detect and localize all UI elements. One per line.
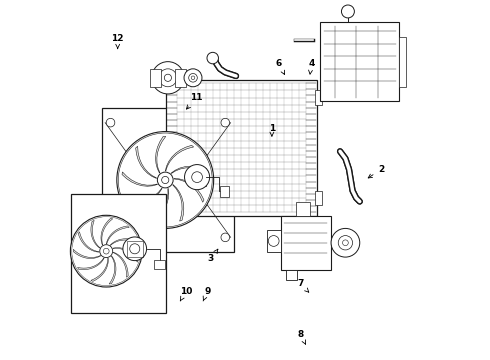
- Bar: [286, 270, 297, 280]
- Circle shape: [342, 5, 354, 18]
- Circle shape: [106, 118, 115, 127]
- Bar: [154, 260, 165, 269]
- Text: 12: 12: [111, 34, 124, 49]
- Polygon shape: [136, 146, 156, 179]
- Circle shape: [164, 74, 171, 81]
- Circle shape: [207, 52, 219, 64]
- Circle shape: [100, 245, 113, 258]
- Text: 3: 3: [208, 249, 218, 264]
- Circle shape: [159, 69, 177, 87]
- Circle shape: [184, 69, 202, 87]
- Polygon shape: [155, 136, 166, 173]
- Circle shape: [185, 165, 210, 190]
- Text: 8: 8: [297, 330, 306, 344]
- Polygon shape: [78, 232, 99, 252]
- Polygon shape: [101, 219, 113, 245]
- Polygon shape: [173, 184, 184, 221]
- Bar: [267, 230, 281, 252]
- Polygon shape: [122, 172, 157, 186]
- Circle shape: [71, 215, 142, 287]
- Bar: [315, 191, 322, 205]
- Polygon shape: [73, 249, 101, 258]
- Polygon shape: [174, 179, 204, 202]
- Polygon shape: [77, 258, 104, 270]
- Bar: [150, 69, 161, 87]
- Text: 9: 9: [203, 287, 211, 301]
- Text: 1: 1: [269, 123, 275, 136]
- Text: 5: 5: [354, 59, 363, 75]
- Circle shape: [189, 73, 197, 82]
- Circle shape: [162, 176, 169, 184]
- Bar: [296, 202, 310, 216]
- Bar: [281, 216, 331, 270]
- Text: 7: 7: [297, 279, 309, 292]
- Bar: [315, 90, 322, 105]
- Text: 11: 11: [187, 93, 203, 109]
- Circle shape: [269, 235, 279, 246]
- Text: 4: 4: [308, 59, 315, 74]
- Polygon shape: [171, 166, 208, 174]
- Polygon shape: [150, 188, 169, 222]
- Polygon shape: [109, 256, 116, 284]
- Circle shape: [130, 244, 140, 254]
- Circle shape: [221, 233, 230, 242]
- Text: 6: 6: [276, 59, 285, 75]
- Circle shape: [343, 240, 348, 246]
- Polygon shape: [165, 145, 194, 171]
- Circle shape: [103, 248, 109, 254]
- Bar: [175, 69, 186, 87]
- Circle shape: [152, 62, 184, 94]
- Circle shape: [157, 172, 173, 188]
- Polygon shape: [113, 248, 138, 262]
- Polygon shape: [110, 239, 138, 246]
- Bar: [166, 80, 317, 216]
- Bar: [127, 241, 143, 257]
- Circle shape: [331, 228, 360, 257]
- Circle shape: [106, 233, 115, 242]
- Text: 10: 10: [180, 287, 192, 301]
- Text: 2: 2: [368, 165, 384, 178]
- Bar: [71, 194, 166, 313]
- Bar: [188, 168, 206, 186]
- Bar: [101, 108, 234, 252]
- Circle shape: [117, 132, 214, 228]
- Polygon shape: [113, 252, 128, 277]
- Circle shape: [191, 76, 195, 80]
- Polygon shape: [91, 258, 108, 282]
- Bar: [320, 22, 399, 101]
- Circle shape: [192, 172, 202, 183]
- Circle shape: [338, 235, 353, 250]
- Polygon shape: [91, 220, 100, 248]
- Polygon shape: [106, 226, 129, 244]
- Bar: [399, 37, 406, 87]
- Circle shape: [123, 237, 147, 261]
- Circle shape: [221, 118, 230, 127]
- Bar: [220, 186, 229, 197]
- Polygon shape: [127, 188, 162, 204]
